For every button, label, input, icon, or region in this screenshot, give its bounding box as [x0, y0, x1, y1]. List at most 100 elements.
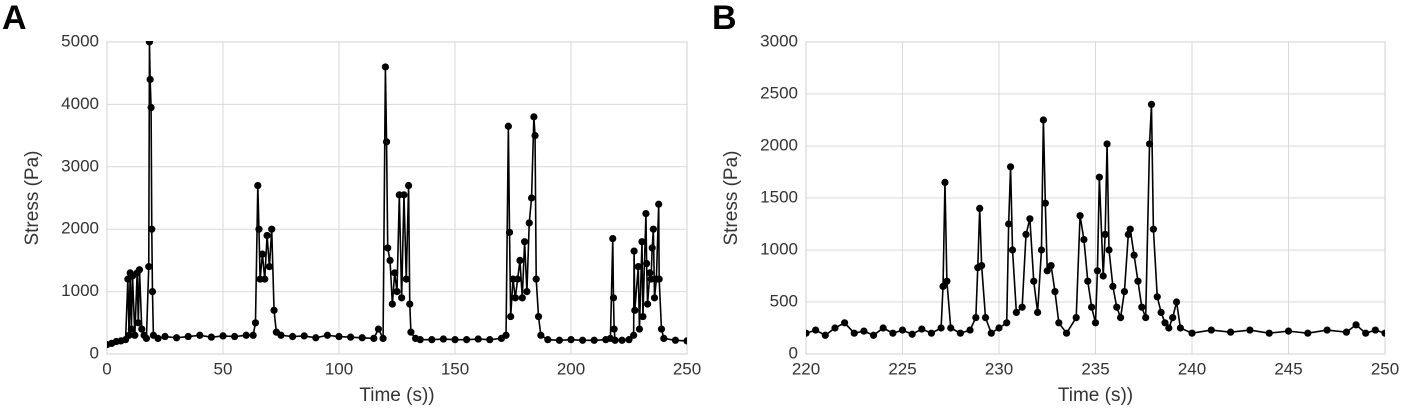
y-axis-label: Stress (Pa)	[721, 150, 742, 245]
data-point	[647, 275, 655, 283]
data-point	[1284, 327, 1293, 335]
data-point	[1043, 267, 1051, 275]
data-point	[261, 275, 269, 283]
data-point	[1101, 230, 1109, 238]
data-point	[147, 103, 155, 112]
data-point	[1018, 303, 1026, 311]
data-point	[323, 331, 331, 339]
data-point	[439, 335, 447, 343]
x-axis-label: Time (s))	[359, 385, 434, 406]
data-point	[978, 262, 986, 270]
data-point	[643, 259, 651, 268]
data-point	[138, 325, 146, 333]
data-point	[502, 331, 510, 339]
data-point	[1093, 267, 1102, 275]
data-point	[869, 331, 878, 339]
data-point	[254, 181, 262, 190]
data-point	[898, 326, 907, 334]
data-point	[1157, 308, 1165, 316]
data-point	[527, 194, 536, 202]
y-tick-label: 1000	[760, 239, 798, 258]
data-point	[370, 334, 378, 342]
data-point	[1080, 236, 1088, 244]
data-point	[154, 334, 162, 342]
plot-data	[806, 100, 1385, 339]
data-point	[683, 337, 687, 345]
data-point	[995, 324, 1003, 332]
y-tick-label: 0	[90, 343, 99, 362]
x-tick-label: 250	[1371, 359, 1399, 378]
data-point	[1149, 225, 1157, 233]
data-point	[567, 336, 575, 344]
data-point	[1022, 230, 1030, 238]
data-point	[611, 336, 619, 344]
data-point	[511, 294, 519, 302]
data-point	[1147, 100, 1156, 108]
x-tick-label: 0	[102, 359, 111, 378]
data-point	[1172, 298, 1181, 306]
x-tick-label: 50	[214, 359, 233, 378]
data-point	[642, 210, 650, 218]
data-point	[1207, 326, 1215, 334]
data-point	[590, 336, 598, 344]
x-tick-label: 100	[325, 359, 353, 378]
data-point	[671, 336, 680, 344]
data-point	[947, 324, 955, 332]
data-point	[388, 300, 396, 308]
data-point	[850, 329, 858, 337]
data-point	[1008, 246, 1017, 254]
data-point	[544, 336, 552, 344]
data-point	[145, 41, 154, 46]
x-axis-label: Time (s))	[1058, 385, 1133, 406]
y-tick-label: 2000	[61, 219, 99, 238]
data-point	[812, 326, 820, 334]
data-point	[402, 275, 410, 283]
data-point	[521, 238, 529, 246]
data-point	[625, 336, 633, 344]
panel: A 0 50 100 150 200 250 0 1000 2000 3000 4000 5000 Tim…	[2, 0, 701, 406]
data-point	[1116, 314, 1125, 322]
data-point	[1039, 116, 1047, 124]
x-tick-label: 240	[1178, 359, 1206, 378]
data-point	[918, 325, 926, 333]
data-point	[249, 331, 257, 339]
data-point	[1099, 272, 1107, 280]
data-point	[555, 336, 564, 344]
data-point	[976, 204, 984, 212]
data-point	[382, 138, 391, 146]
data-point	[207, 333, 215, 341]
data-point	[263, 231, 271, 240]
data-point	[987, 329, 995, 337]
data-point	[1169, 314, 1177, 322]
data-point	[646, 269, 654, 277]
data-point	[1138, 303, 1146, 311]
data-point	[1120, 288, 1129, 296]
data-point	[630, 247, 638, 255]
data-point	[1026, 215, 1034, 223]
data-point	[618, 336, 626, 344]
data-point	[1005, 220, 1013, 228]
data-point	[1113, 303, 1121, 311]
data-point	[889, 329, 897, 337]
data-point	[135, 266, 144, 274]
y-tick-label: 1000	[61, 281, 99, 300]
x-tick-label: 225	[888, 359, 916, 378]
data-point	[927, 329, 936, 337]
x-tick-label: 150	[441, 359, 469, 378]
x-tick-label: 220	[792, 359, 820, 378]
data-point	[648, 244, 656, 252]
data-point	[416, 336, 424, 344]
data-point	[514, 275, 522, 283]
data-point	[821, 331, 829, 339]
data-point	[270, 306, 278, 314]
y-tick-label: 5000	[61, 31, 99, 50]
y-tick-label: 2500	[760, 83, 798, 102]
data-point	[981, 314, 990, 322]
data-point	[1161, 319, 1169, 327]
data-point	[1323, 326, 1331, 334]
data-point	[609, 234, 617, 243]
data-point	[655, 275, 663, 283]
x-tick-label: 235	[1081, 359, 1109, 378]
y-tick-label: 0	[789, 343, 798, 362]
data-point	[312, 334, 320, 342]
